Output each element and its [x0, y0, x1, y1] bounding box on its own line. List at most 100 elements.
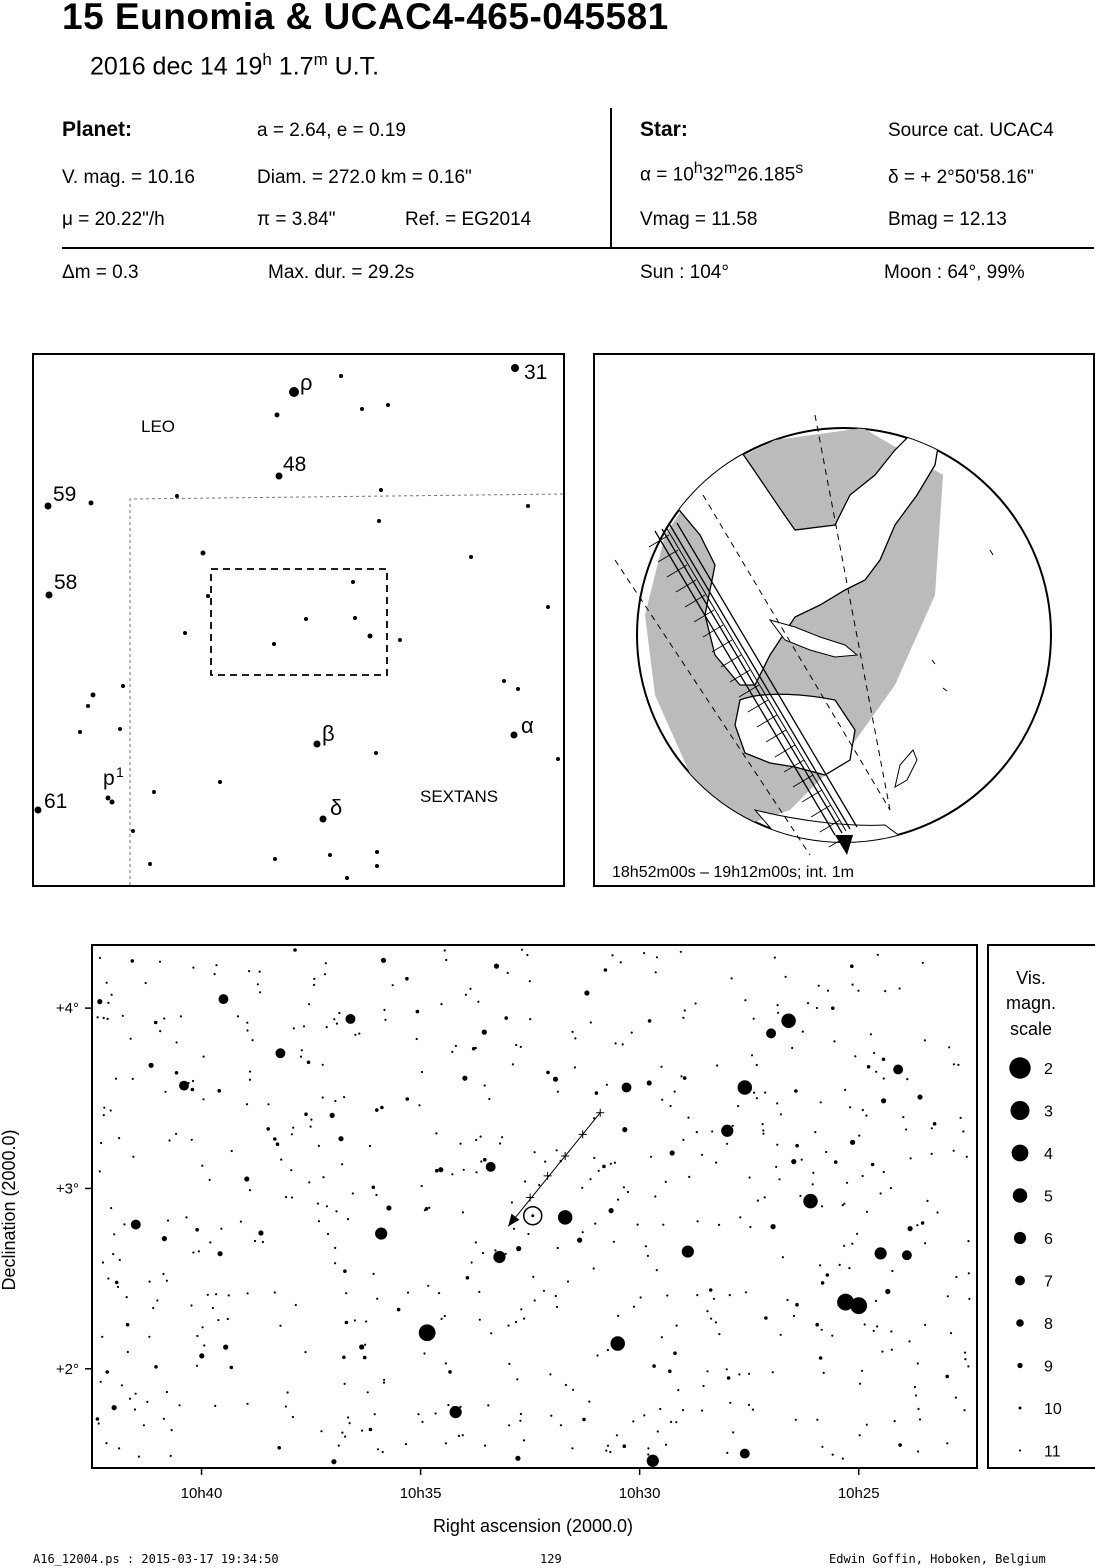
- background-star-96: [909, 1157, 912, 1160]
- background-star-386: [493, 963, 500, 969]
- background-star-55: [508, 1424, 511, 1427]
- background-star-382: [668, 1369, 672, 1373]
- y-tick-label-1: +3°: [56, 1180, 79, 1197]
- background-star-169: [253, 1239, 257, 1243]
- background-star-43: [209, 1241, 212, 1244]
- background-star-428: [817, 984, 820, 987]
- zoom-field-rectangle: [210, 568, 388, 676]
- background-star-498: [217, 1089, 221, 1093]
- background-star-337: [786, 1298, 789, 1302]
- background-star-23: [838, 1263, 841, 1266]
- background-star-244: [728, 1294, 731, 1297]
- constellation-boundary: [129, 493, 563, 885]
- background-star-385: [756, 1199, 760, 1202]
- background-star-70: [917, 1450, 920, 1453]
- background-star-366: [206, 1293, 209, 1296]
- background-star-417: [488, 1097, 491, 1101]
- background-star-180: [646, 1254, 650, 1257]
- background-star-445: [967, 1240, 970, 1243]
- background-star-369: [457, 1434, 461, 1437]
- background-star-580: [383, 1378, 386, 1381]
- background-star-202: [479, 1135, 482, 1138]
- background-star-351: [418, 1104, 421, 1107]
- background-star-238: [606, 1348, 610, 1352]
- background-star-261: [882, 1077, 885, 1080]
- background-star-201: [464, 993, 467, 996]
- background-star-589: [386, 1205, 392, 1211]
- background-star-554: [239, 1220, 242, 1223]
- background-star-344: [415, 1037, 418, 1041]
- finder-star-28: [502, 679, 506, 683]
- time-tick-14: [774, 744, 796, 758]
- finder-star-15: [45, 591, 53, 599]
- bright-star-22: [275, 1048, 286, 1059]
- background-star-511: [380, 957, 387, 963]
- background-star-38: [818, 1356, 823, 1360]
- background-star-405: [647, 1019, 652, 1023]
- background-star-226: [443, 1314, 446, 1318]
- bright-star-13: [449, 1405, 462, 1419]
- background-star-324: [120, 1384, 123, 1387]
- bright-star-6: [781, 1013, 796, 1028]
- background-star-375: [594, 1222, 597, 1225]
- background-star-588: [857, 989, 860, 992]
- background-star-526: [98, 1170, 101, 1173]
- finder-star-48: [345, 876, 349, 880]
- background-star-301: [192, 966, 195, 969]
- background-star-40: [317, 1220, 320, 1223]
- background-star-237: [376, 1297, 379, 1300]
- globe-panel: 18h52m00s – 19h12m00s; int. 1m: [593, 353, 1095, 887]
- y-axis-label: Declination (2000.0): [0, 1129, 19, 1290]
- background-star-501: [105, 1370, 109, 1374]
- background-star-456: [622, 1127, 628, 1133]
- date-h-sup: h: [262, 50, 272, 69]
- background-star-138: [508, 1362, 511, 1365]
- background-star-17: [317, 1144, 320, 1147]
- background-star-458: [718, 1223, 721, 1226]
- background-star-536: [338, 1011, 341, 1015]
- background-star-538: [226, 1317, 229, 1321]
- main-star-chart: 10h40 10h35 10h30 10h25 +4° +3° +2° Right asce…: [0, 944, 1095, 1536]
- background-star-185: [103, 1106, 106, 1109]
- finder-star-39: [109, 799, 115, 805]
- background-star-1: [968, 1297, 971, 1300]
- background-star-272: [112, 1253, 115, 1256]
- background-star-81: [329, 1112, 335, 1118]
- background-star-327: [715, 1161, 718, 1164]
- background-star-206: [779, 1113, 783, 1116]
- finder-star-5: [274, 412, 280, 418]
- background-star-434: [708, 1288, 713, 1292]
- background-star-62: [333, 1018, 336, 1021]
- background-star-431: [795, 1302, 799, 1307]
- background-star-274: [358, 1032, 361, 1035]
- background-star-523: [102, 1016, 105, 1020]
- background-star-391: [126, 1350, 129, 1354]
- background-star-117: [164, 1090, 167, 1093]
- background-star-447: [851, 983, 854, 986]
- background-star-567: [726, 1451, 729, 1454]
- background-star-568: [646, 1080, 652, 1086]
- background-star-35: [366, 1391, 369, 1394]
- star-vmag: Vmag = 11.58: [640, 209, 758, 230]
- background-star-144: [153, 1020, 158, 1025]
- background-star-485: [752, 1017, 755, 1020]
- background-star-529: [230, 1149, 233, 1153]
- legend-title-1: Vis.: [1016, 968, 1046, 988]
- y-tick-label-0: +4°: [56, 1000, 79, 1017]
- background-star-27: [550, 1414, 553, 1417]
- background-star-224: [794, 1089, 798, 1093]
- star-bmag: Bmag = 12.13: [888, 209, 1007, 230]
- background-star-499: [129, 1037, 132, 1040]
- background-star-414: [949, 1332, 953, 1335]
- time-tick-6: [702, 624, 724, 638]
- finder-star-11: [526, 504, 530, 508]
- background-star-196: [955, 1275, 958, 1279]
- background-star-14: [564, 1383, 568, 1387]
- finder-star-20: [304, 617, 308, 621]
- background-star-348: [856, 1232, 859, 1235]
- bright-star-18: [218, 994, 229, 1005]
- background-star-88: [131, 1077, 134, 1080]
- background-star-333: [168, 1139, 171, 1142]
- background-star-3: [820, 1328, 823, 1331]
- legend-dot-6: [1013, 1231, 1027, 1245]
